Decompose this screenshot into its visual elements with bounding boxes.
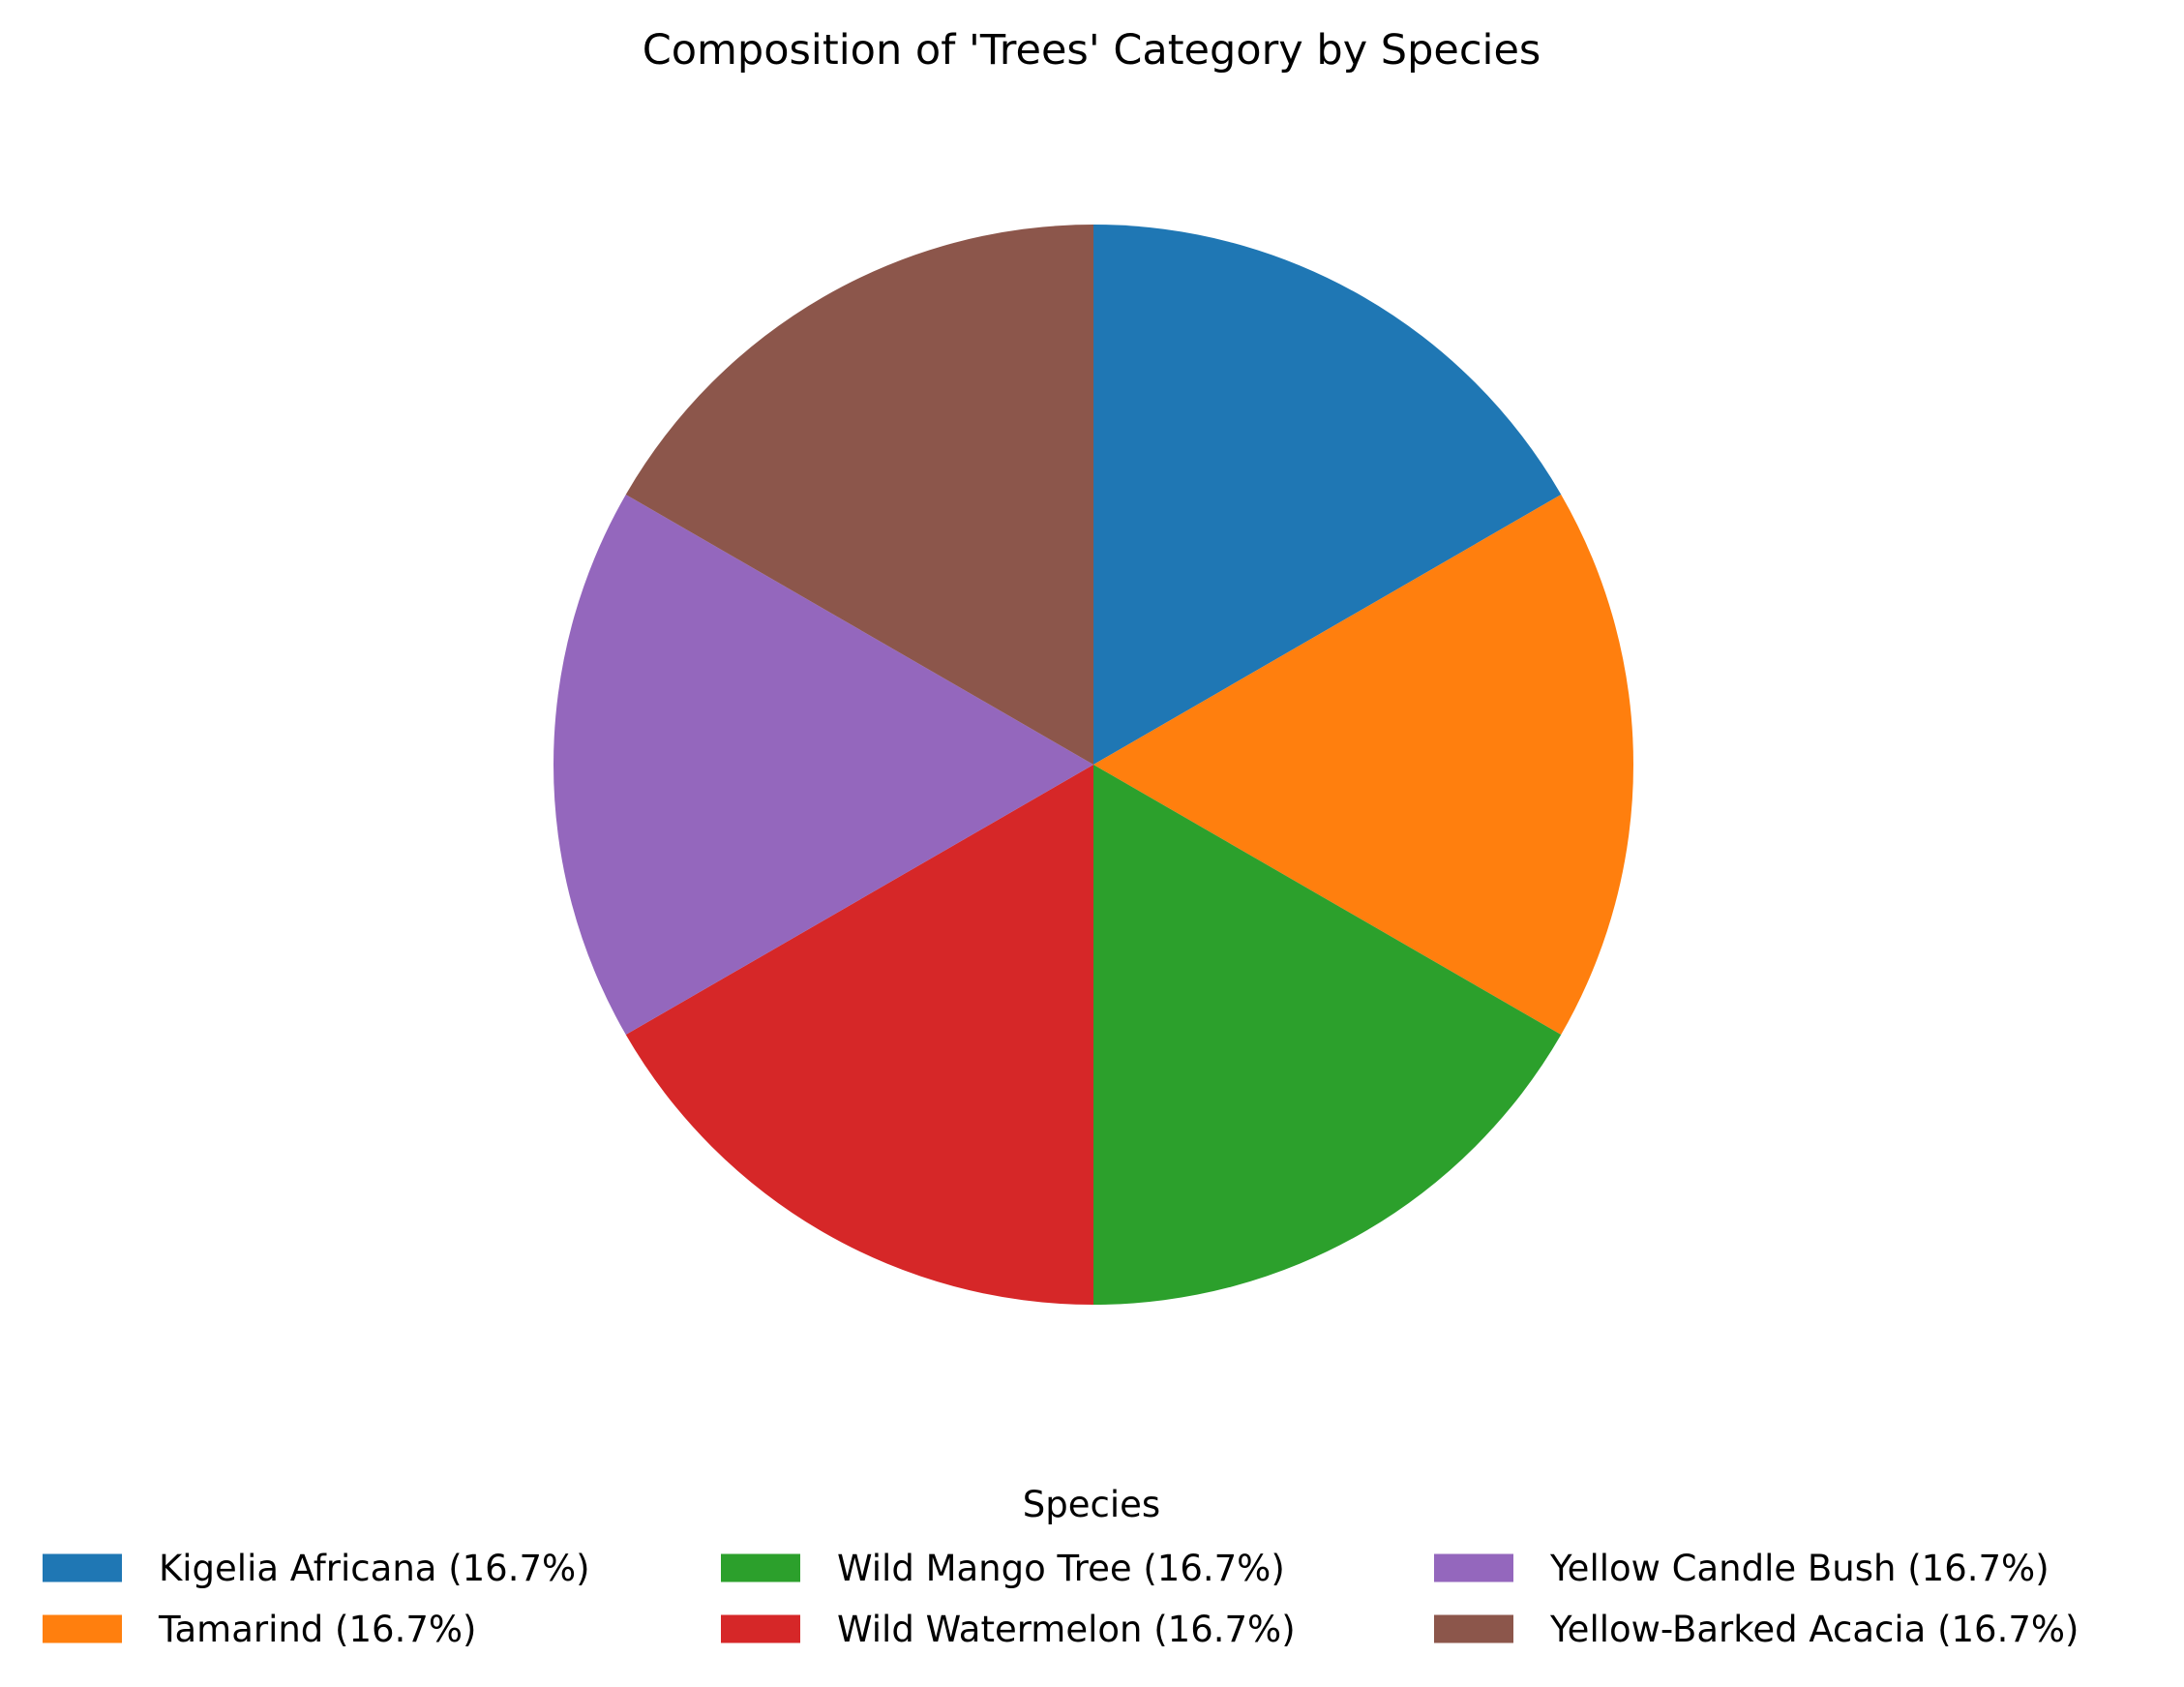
- legend-item: Wild Watermelon (16.7%): [721, 1609, 1296, 1650]
- legend-label: Kigelia Africana (16.7%): [159, 1548, 590, 1589]
- pie-slice-yellow-candle-bush: [553, 495, 1093, 1035]
- legend-label: Wild Mango Tree (16.7%): [837, 1548, 1285, 1589]
- legend-item: Yellow-Barked Acacia (16.7%): [1434, 1609, 2079, 1650]
- legend-item: Tamarind (16.7%): [43, 1609, 476, 1650]
- legend-swatch: [43, 1614, 122, 1643]
- legend-label: Yellow-Barked Acacia (16.7%): [1549, 1609, 2079, 1650]
- legend-swatch: [721, 1553, 800, 1582]
- pie-slice-kigelia-africana: [1093, 225, 1562, 765]
- legend-swatch: [1434, 1553, 1513, 1582]
- legend-item: Kigelia Africana (16.7%): [43, 1548, 590, 1589]
- pie-slice-tamarind: [1093, 495, 1633, 1035]
- legend-swatch: [1434, 1614, 1513, 1643]
- legend-swatch: [721, 1614, 800, 1643]
- legend-label: Wild Watermelon (16.7%): [837, 1609, 1296, 1650]
- legend: Species Kigelia Africana (16.7%) Tamarind…: [43, 1484, 2079, 1650]
- legend-item: Yellow Candle Bush (16.7%): [1434, 1548, 2049, 1589]
- pie-slices: [553, 225, 1633, 1305]
- legend-swatch: [43, 1553, 122, 1582]
- legend-item: Wild Mango Tree (16.7%): [721, 1548, 1285, 1589]
- pie-slice-wild-watermelon: [625, 765, 1093, 1305]
- chart-title: Composition of 'Trees' Category by Speci…: [643, 26, 1541, 75]
- legend-label: Yellow Candle Bush (16.7%): [1549, 1548, 2049, 1589]
- pie-slice-wild-mango-tree: [1093, 765, 1562, 1305]
- legend-title: Species: [1023, 1484, 1160, 1525]
- pie-slice-yellow-barked-acacia: [625, 225, 1093, 765]
- legend-label: Tamarind (16.7%): [158, 1609, 476, 1650]
